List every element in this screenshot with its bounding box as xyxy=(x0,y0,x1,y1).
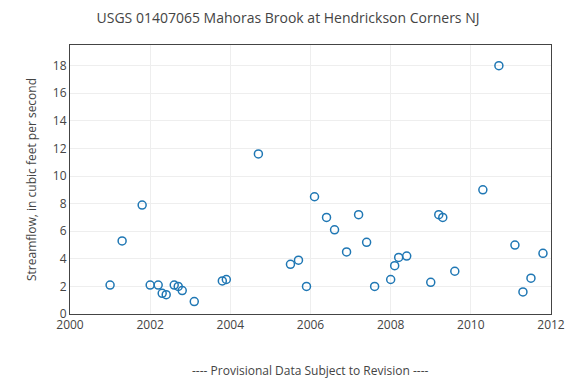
svg-text:2008: 2008 xyxy=(377,316,405,333)
svg-text:10: 10 xyxy=(53,167,67,184)
svg-text:Streamflow, in cubic feet per: Streamflow, in cubic feet per second xyxy=(23,78,40,281)
svg-text:---- Provisional Data Subject: ---- Provisional Data Subject to Revisio… xyxy=(192,362,429,379)
svg-text:18: 18 xyxy=(53,57,67,74)
svg-text:2: 2 xyxy=(60,278,67,295)
svg-text:USGS 01407065 Mahoras Brook at: USGS 01407065 Mahoras Brook at Hendricks… xyxy=(97,8,480,27)
svg-text:2010: 2010 xyxy=(457,316,485,333)
svg-text:2004: 2004 xyxy=(217,316,245,333)
svg-text:2002: 2002 xyxy=(136,316,164,333)
svg-text:14: 14 xyxy=(53,112,67,129)
svg-text:16: 16 xyxy=(53,84,67,101)
svg-text:2006: 2006 xyxy=(297,316,325,333)
svg-text:2012: 2012 xyxy=(537,316,565,333)
svg-text:0: 0 xyxy=(60,305,67,322)
svg-text:4: 4 xyxy=(60,250,67,267)
svg-text:2000: 2000 xyxy=(56,316,84,333)
svg-text:8: 8 xyxy=(60,195,67,212)
svg-text:6: 6 xyxy=(60,222,67,239)
svg-text:12: 12 xyxy=(53,140,67,157)
